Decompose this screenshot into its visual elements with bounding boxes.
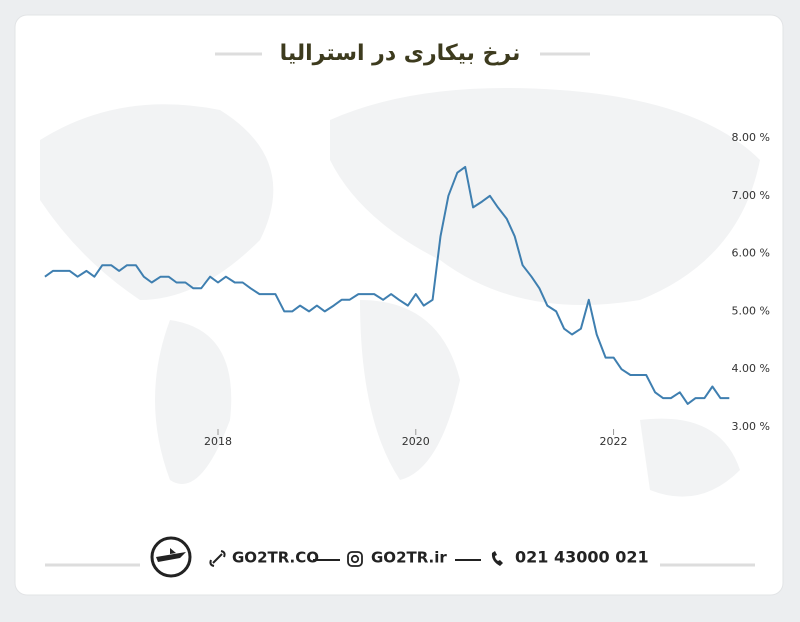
instagram: GO2TR.ir [371,549,447,567]
x-tick-label: 2020 [402,435,430,448]
link-icon [209,550,226,567]
data-line [44,165,730,405]
y-tick-label: 6.00 % [732,247,770,260]
y-tick-label: 3.00 % [732,420,770,433]
phone: 021 43000 021 [515,548,649,567]
y-tick-label: 8.00 % [732,131,770,144]
chart-title: نرخ بیکاری در استرالیا [280,41,521,66]
x-tick-label: 2022 [600,435,628,448]
logo [150,536,192,578]
plot: 3.00 % 4.00 % 5.00 % 6.00 % 7.00 % 8.00 % 2018… [44,131,770,448]
x-tick-label: 2018 [204,435,232,448]
map-background [40,88,760,497]
phone-icon [491,551,503,566]
y-tick-label: 7.00 % [732,189,770,202]
y-tick-label: 5.00 % [732,304,770,317]
website: GO2TR.CO [232,549,319,567]
instagram-icon [347,551,363,567]
y-tick-label: 4.00 % [732,362,770,375]
